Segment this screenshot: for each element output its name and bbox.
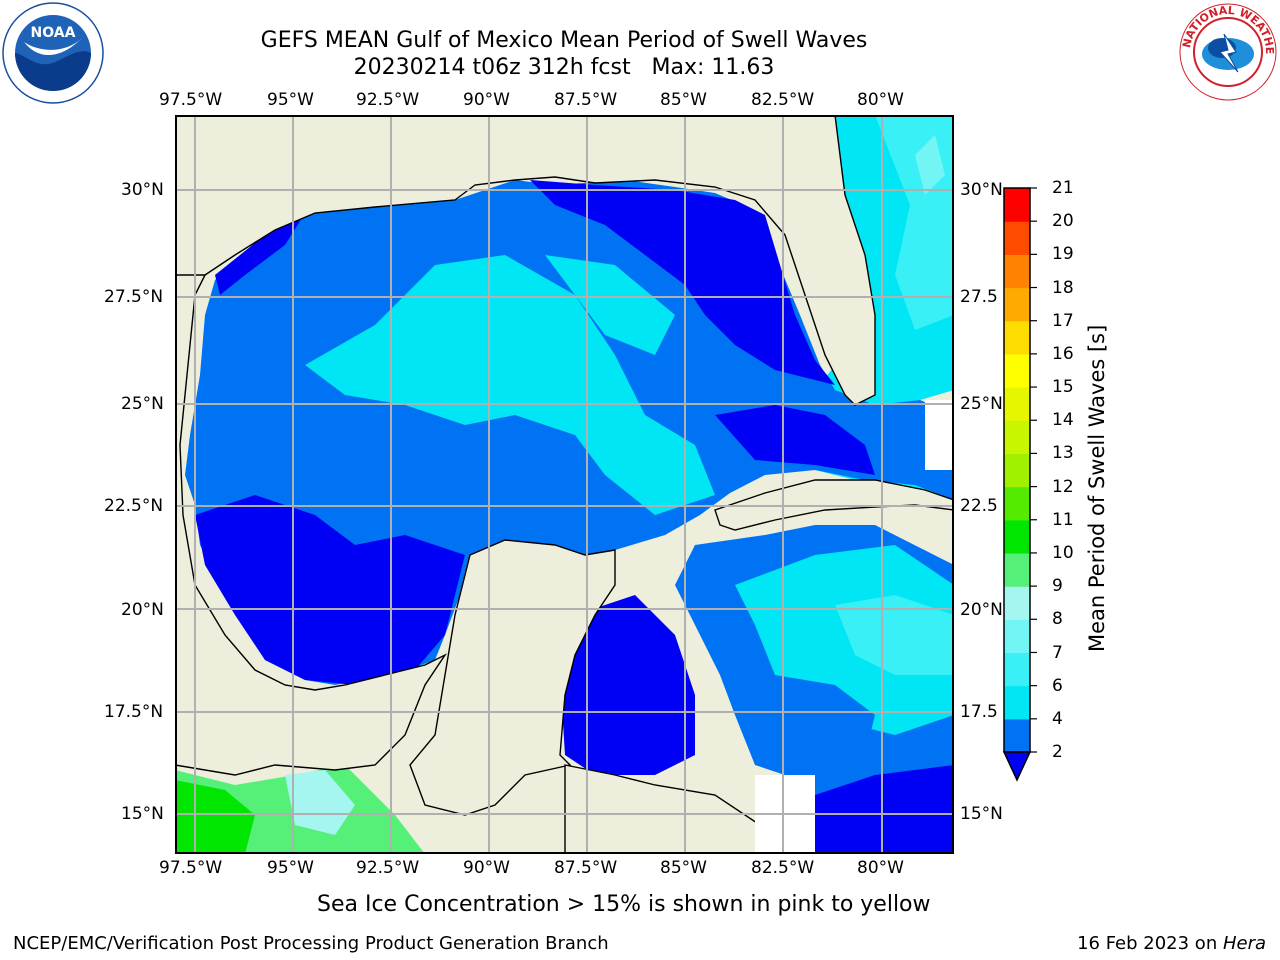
lon-label-top: 92.5°W (356, 90, 420, 110)
colorbar-segment (1004, 486, 1030, 521)
lon-label-top: 87.5°W (554, 90, 618, 110)
colorbar-segment (1004, 552, 1030, 587)
colorbar-tick-label: 2 (1052, 742, 1063, 762)
chart-title: GEFS MEAN Gulf of Mexico Mean Period of … (260, 28, 868, 53)
colorbar-tick-label: 16 (1052, 343, 1074, 364)
lat-label-left: 15°N (121, 804, 164, 824)
colorbar-segment (1004, 287, 1030, 322)
colorbar-segment (1004, 685, 1030, 720)
lat-label-left: 27.5°N (104, 287, 164, 307)
colorbar-tick-label: 9 (1052, 576, 1063, 597)
footer-date-text: 16 Feb 2023 on (1077, 933, 1223, 954)
us-land (175, 115, 876, 406)
colorbar-segment (1004, 387, 1030, 421)
colorbar-frame (1003, 187, 1031, 753)
lon-label-top: 82.5°W (751, 90, 815, 110)
nws-logo: NATIONAL WEATHER SERVICE (1178, 2, 1277, 101)
colorbar-label: Mean Period of Swell Waves [s] (1085, 324, 1109, 652)
colorbar-segment (1004, 188, 1030, 222)
colorbar-tick-label: 13 (1052, 443, 1074, 464)
colorbar-tick-label: 6 (1052, 675, 1063, 696)
lat-label-right: 27.5 (960, 287, 998, 307)
colorbar-tick-label: 17 (1052, 310, 1074, 331)
lon-label-top: 90°W (463, 90, 510, 110)
colorbar-tick-label: 12 (1052, 476, 1074, 497)
lat-label-right: 17.5 (960, 702, 998, 722)
colorbar-tick-label: 7 (1052, 642, 1063, 663)
noaa-logo: NOAA (2, 2, 104, 104)
colorbar-segment (1004, 254, 1030, 289)
lat-label-left: 17.5°N (104, 702, 164, 722)
colorbar-tick-label: 14 (1052, 410, 1074, 431)
lon-label-bottom: 85°W (660, 858, 707, 878)
chart-subtitle: 20230214 t06z 312h fcst Max: 11.63 (353, 55, 775, 80)
lat-label-right: 20°N (960, 600, 1003, 620)
colorbar (1002, 187, 1037, 782)
colorbar-segment (1004, 221, 1030, 255)
colorbar-tick-label: 10 (1052, 542, 1074, 563)
colorbar-tick-label: 11 (1052, 509, 1074, 530)
footer-machine: Hera (1222, 933, 1266, 954)
lon-label-top: 85°W (660, 90, 707, 110)
colorbar-tick-label: 15 (1052, 377, 1074, 398)
lon-label-top: 80°W (857, 90, 904, 110)
colorbar-tick-label: 4 (1052, 708, 1063, 729)
colorbar-segment (1004, 619, 1030, 654)
noaa-logo-text: NOAA (31, 25, 76, 41)
colorbar-segment (1004, 353, 1030, 388)
lat-label-right: 25°N (960, 394, 1003, 414)
footer-date: 16 Feb 2023 on Hera (1077, 933, 1266, 955)
lon-label-bottom: 87.5°W (554, 858, 618, 878)
lat-label-left: 22.5°N (104, 496, 164, 516)
colorbar-segment (1004, 453, 1030, 488)
colorbar-tick-label: 19 (1052, 244, 1074, 265)
lon-label-top: 97.5°W (159, 90, 223, 110)
sea-ice-note: Sea Ice Concentration > 15% is shown in … (317, 892, 931, 917)
lon-label-top: 95°W (267, 90, 314, 110)
lat-label-right: 30°N (960, 180, 1003, 200)
lat-label-left: 25°N (121, 394, 164, 414)
colorbar-segment (1004, 420, 1030, 455)
lon-label-bottom: 95°W (267, 858, 314, 878)
lat-label-right: 22.5 (960, 496, 998, 516)
colorbar-segment (1004, 718, 1030, 753)
colorbar-segment (1004, 320, 1030, 355)
colorbar-segment (1004, 586, 1030, 620)
colorbar-extend-min (1002, 751, 1032, 782)
lon-label-bottom: 92.5°W (356, 858, 420, 878)
map-frame (175, 115, 954, 854)
lon-label-bottom: 90°W (463, 858, 510, 878)
colorbar-ticks: 2 4 6 7 8 9 10 11 12 13 14 15 16 17 18 19 20 21 (1044, 0, 1084, 960)
colorbar-tick-label: 21 (1052, 178, 1074, 198)
colorbar-tick-label: 8 (1052, 609, 1063, 630)
gulf-of-mexico-map (175, 115, 954, 854)
colorbar-tick-label: 20 (1052, 211, 1074, 232)
lat-label-left: 20°N (121, 600, 164, 620)
footer-credit: NCEP/EMC/Verification Post Processing Pr… (13, 933, 609, 954)
lon-label-bottom: 82.5°W (751, 858, 815, 878)
map-gridlines (175, 115, 954, 854)
colorbar-segment (1004, 519, 1030, 554)
lon-label-bottom: 80°W (857, 858, 904, 878)
lat-label-right: 15°N (960, 804, 1003, 824)
colorbar-segment (1004, 652, 1030, 687)
lon-label-bottom: 97.5°W (159, 858, 223, 878)
lat-label-left: 30°N (121, 180, 164, 200)
colorbar-tick-label: 18 (1052, 277, 1074, 298)
